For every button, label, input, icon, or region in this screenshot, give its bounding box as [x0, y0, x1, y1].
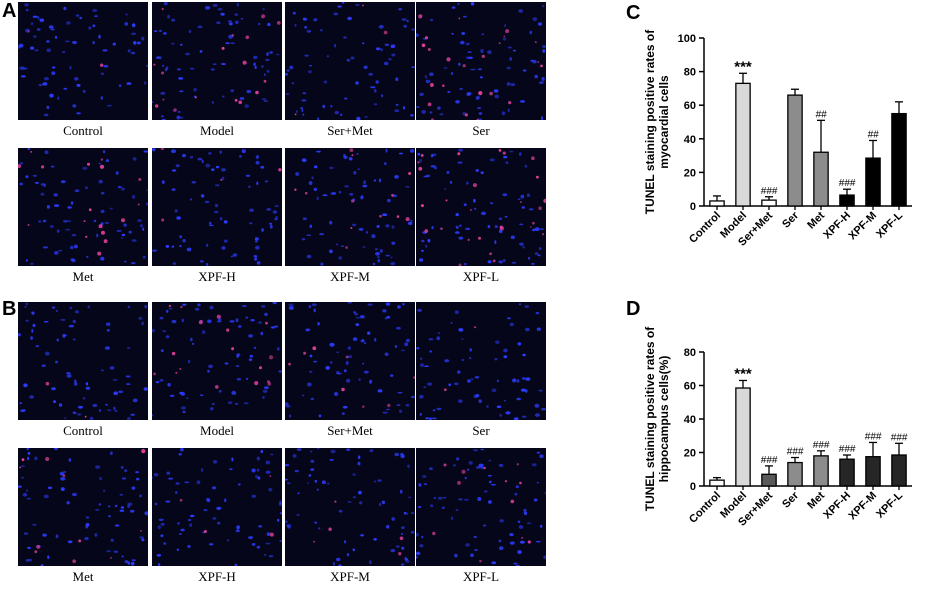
y-tick-label: 40: [684, 134, 696, 146]
micrograph-a-2: [152, 2, 282, 120]
category-label: Control: [687, 210, 723, 246]
category-label: Ser: [780, 489, 802, 511]
category-label: XPF-M: [846, 490, 879, 523]
micrograph-a-6: [152, 148, 282, 266]
micrograph-b-6: [152, 448, 282, 566]
category-label: XPF-L: [874, 209, 905, 240]
micrograph-a-4: [416, 2, 546, 120]
y-tick-label: 0: [690, 481, 696, 493]
caption-a-3: Ser+Met: [327, 123, 373, 138]
micrograph-b-3: [285, 302, 415, 420]
significance-label: ###: [761, 455, 778, 466]
category-label: Met: [805, 209, 827, 231]
bar-met: [813, 455, 829, 487]
caption-b-3: Ser+Met: [327, 423, 373, 438]
significance-label: ##: [815, 109, 827, 120]
panel-b-letter: B: [2, 298, 17, 320]
caption-b-7: XPF-M: [330, 569, 370, 584]
bar-met: [813, 151, 829, 207]
category-label: XPF-L: [874, 489, 905, 520]
y-tick-label: 60: [684, 100, 696, 112]
caption-a-8: XPF-L: [462, 269, 500, 284]
caption-b-5: Met: [72, 569, 94, 584]
bar-ser-met: [761, 199, 777, 207]
bar-xpf-h: [839, 194, 855, 207]
bar-xpf-l: [891, 454, 907, 487]
bar-control: [709, 479, 725, 487]
caption-a-6: XPF-H: [198, 269, 236, 284]
bar-xpf-l: [891, 112, 907, 207]
category-label: Control: [687, 490, 723, 526]
significance-label: ***: [734, 365, 752, 382]
significance-label: ###: [761, 186, 778, 197]
chart-d-hippocampus: 0 20 40 60 80 TUNEL staining positive rates o…: [643, 326, 912, 529]
bar-control: [709, 200, 725, 207]
y-tick-label: 100: [678, 33, 696, 45]
bar-model: [735, 82, 751, 207]
significance-label: ##: [867, 129, 879, 140]
panel-d-letter: D: [626, 298, 641, 320]
micrograph-b-4: [416, 302, 546, 420]
caption-a-4: Ser: [472, 123, 490, 138]
bar-xpf-m: [865, 456, 881, 487]
caption-b-1: Control: [63, 423, 103, 438]
caption-b-6: XPF-H: [198, 569, 236, 584]
significance-label: ###: [865, 431, 882, 442]
micrograph-b-2: [152, 302, 282, 420]
caption-a-1: Control: [63, 123, 103, 138]
significance-label: ###: [813, 440, 830, 451]
category-label: Ser: [780, 209, 802, 231]
caption-b-2: Model: [200, 423, 234, 438]
significance-label: ###: [839, 178, 856, 189]
caption-a-7: XPF-M: [330, 269, 370, 284]
category-label: Met: [805, 489, 827, 511]
significance-label: ###: [787, 447, 804, 458]
y-tick-label: 40: [684, 414, 696, 426]
micrograph-b-7: [285, 448, 415, 566]
caption-b-4: Ser: [472, 423, 490, 438]
micrograph-a-1: [18, 2, 148, 120]
micrograph-a-5: [18, 148, 148, 266]
bar-ser: [787, 461, 803, 487]
y-tick-label: 80: [684, 67, 696, 79]
y-axis-label: hippocampus cells(%): [657, 356, 671, 483]
caption-b-8: XPF-L: [462, 569, 500, 584]
y-axis-label: myocardial cells: [657, 75, 671, 169]
bar-ser: [787, 94, 803, 207]
significance-label: ***: [734, 58, 752, 75]
panel-c-letter: C: [626, 2, 641, 24]
micrograph-a-8: [416, 148, 546, 266]
panel-a-letter: A: [2, 0, 17, 22]
significance-label: ###: [839, 444, 856, 455]
bar-model: [735, 387, 751, 487]
bar-ser-met: [761, 473, 777, 487]
micrograph-a-3: [285, 2, 415, 120]
y-tick-label: 0: [690, 201, 696, 213]
micrograph-a-7: [285, 148, 415, 266]
micrograph-b-5: [18, 448, 148, 566]
micrograph-b-8: [416, 448, 546, 566]
bar-xpf-h: [839, 458, 855, 487]
y-axis-label: TUNEL staining positive rates of: [643, 29, 657, 214]
micrograph-b-1: [18, 302, 148, 420]
chart-c-myocardial: 0 20 40 60 80 100 TUNEL staining positive rate…: [643, 29, 912, 249]
significance-label: ###: [891, 432, 908, 443]
y-tick-label: 20: [684, 448, 696, 460]
y-tick-label: 60: [684, 381, 696, 393]
y-axis-label: TUNEL staining positive rates of: [643, 326, 657, 511]
caption-a-5: Met: [72, 269, 94, 284]
y-tick-label: 20: [684, 167, 696, 179]
y-tick-label: 80: [684, 347, 696, 359]
caption-a-2: Model: [200, 123, 234, 138]
category-label: XPF-M: [846, 210, 879, 243]
bar-xpf-m: [865, 157, 881, 207]
